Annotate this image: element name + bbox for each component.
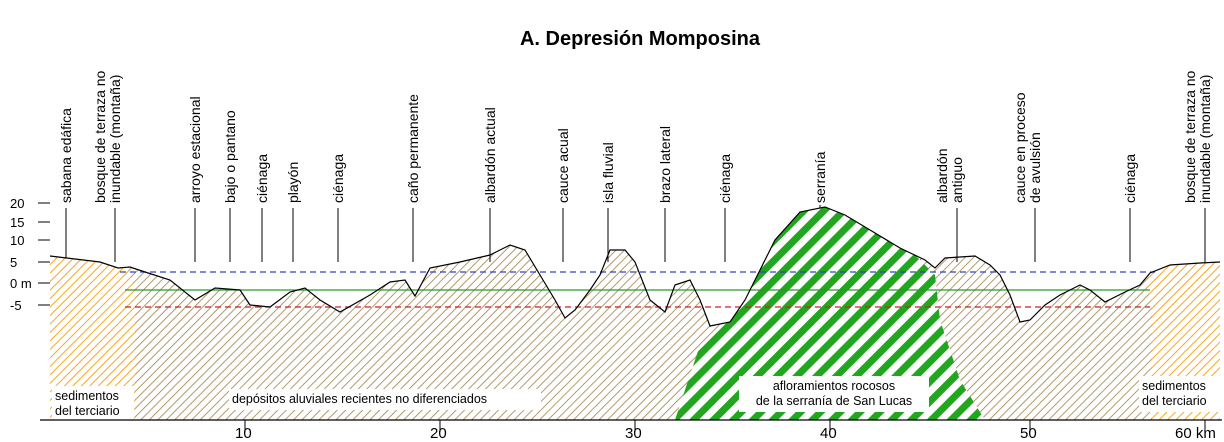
- landform-label: bosque de terraza no: [1182, 70, 1198, 203]
- x-axis-label: 60 km: [1175, 425, 1216, 442]
- alluvial-deposits: [50, 207, 1220, 420]
- landform-label: ciénaga: [254, 154, 270, 203]
- landform-label: albardón actual: [482, 107, 498, 203]
- landform-label: cauce en proceso: [1012, 92, 1028, 203]
- unit-label: de la serranía de San Lucas: [756, 394, 912, 408]
- landform-label: inundable (montaña): [107, 75, 123, 203]
- landform-label: caño permanente: [405, 94, 421, 203]
- unit-label: del terciario: [55, 404, 120, 418]
- landform-label: ciénaga: [1122, 154, 1138, 203]
- x-axis-label: 10: [235, 425, 252, 442]
- landform-label: inundable (montaña): [1197, 75, 1213, 203]
- landform-label: albardón: [934, 149, 950, 204]
- y-axis-label: 10: [10, 233, 24, 248]
- x-axis-label: 50: [1020, 425, 1037, 442]
- unit-label: afloramientos rocosos: [773, 379, 895, 393]
- unit-label: sedimentos: [55, 389, 119, 403]
- landform-label: ciénaga: [717, 154, 733, 203]
- landform-label: isla fluvial: [600, 142, 616, 203]
- landform-label: antiguo: [949, 157, 965, 203]
- y-axis-label: 15: [10, 215, 24, 230]
- landform-label: bosque de terraza no: [92, 70, 108, 203]
- title: A. Depresión Momposina: [520, 28, 761, 50]
- terrain: [40, 200, 1224, 420]
- landform-label: bajo o pantano: [222, 110, 238, 203]
- landform-label: playón: [285, 162, 301, 203]
- y-axis-label: 20: [10, 196, 24, 211]
- unit-label: del terciario: [1142, 394, 1207, 408]
- unit-label: depósitos aluviales recientes no diferen…: [232, 392, 487, 406]
- x-axis-label: 30: [625, 425, 642, 442]
- x-axis-label: 20: [430, 425, 447, 442]
- landform-label: de avulsión: [1027, 132, 1043, 203]
- landform-label: arroyo estacional: [187, 96, 203, 203]
- unit-label: sedimentos: [1142, 379, 1206, 393]
- y-axis-label: 5: [10, 255, 17, 270]
- landform-label: ciénaga: [330, 154, 346, 203]
- landform-label: cauce acual: [555, 128, 571, 203]
- landform-label: sabana edáfica: [58, 108, 74, 203]
- cross-section: A. Depresión Momposina sabana edáfica bos…: [0, 0, 1224, 442]
- y-axis-label: 0 m: [10, 276, 32, 291]
- y-axis-label: -5: [10, 298, 22, 313]
- landform-label: brazo lateral: [657, 126, 673, 203]
- x-axis-label: 40: [820, 425, 837, 442]
- landform-label: serranía: [812, 151, 828, 203]
